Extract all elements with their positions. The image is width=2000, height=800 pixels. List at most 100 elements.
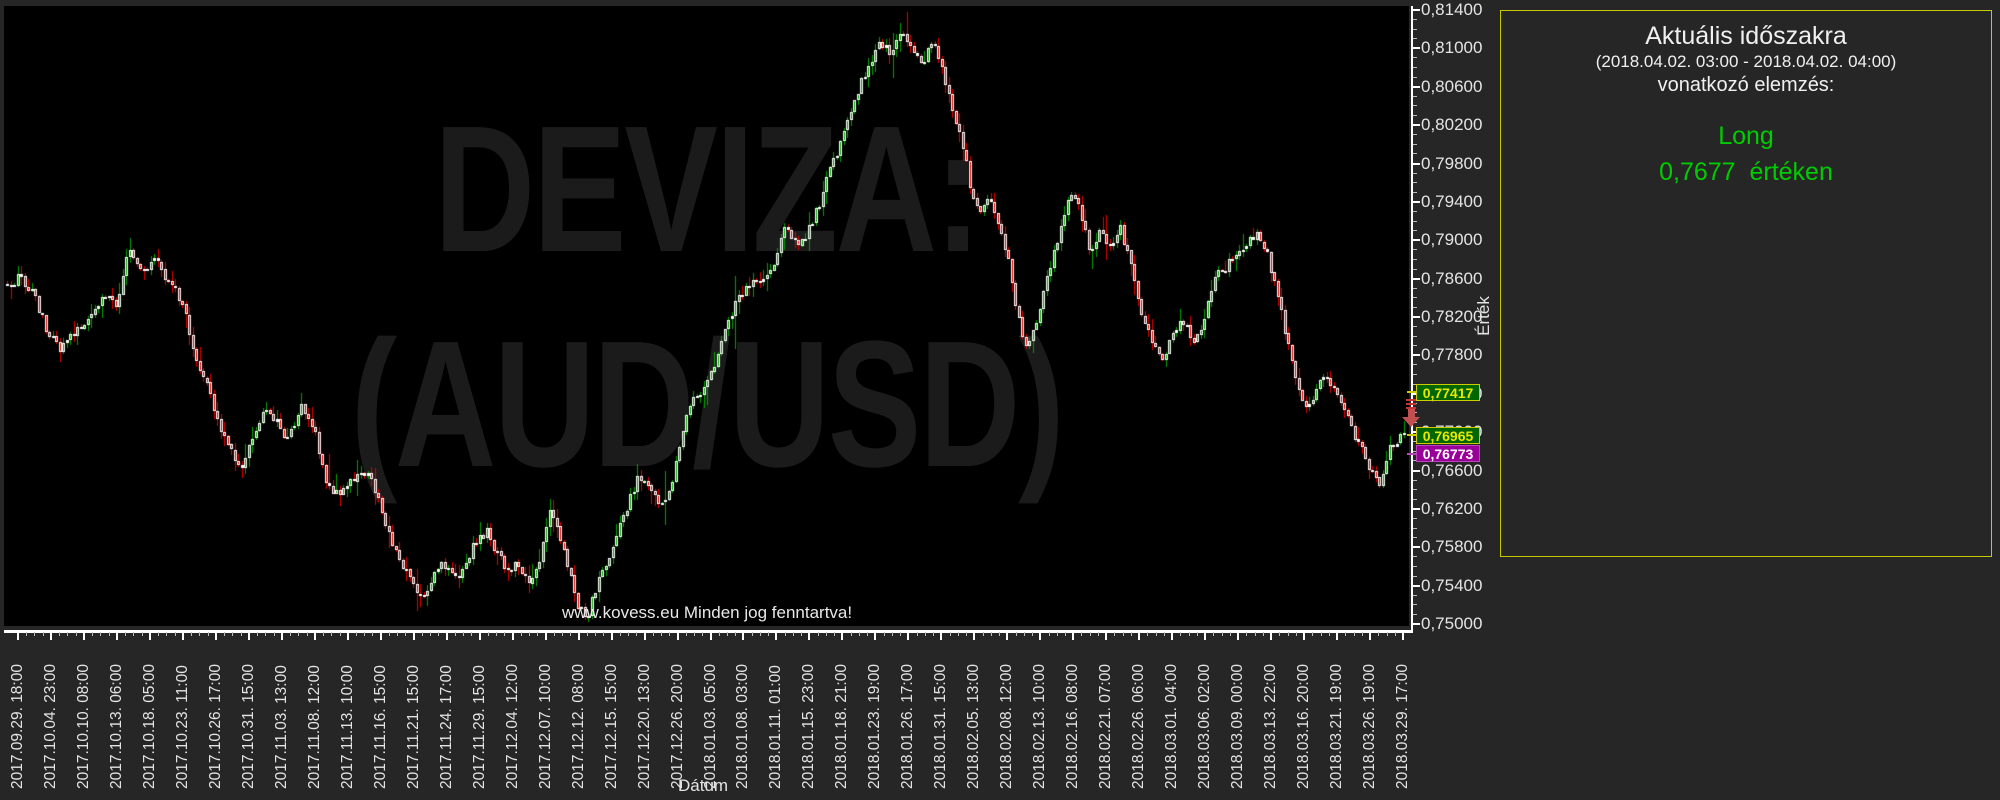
x-tick-label: 2017.11.16. 15:00 (371, 665, 389, 789)
x-minor-tick (141, 632, 143, 636)
y-minor-tick (1413, 153, 1417, 155)
x-minor-tick (1328, 632, 1330, 636)
y-tick-label: 0,76200 (1421, 498, 1483, 518)
y-tick-label: 0,75400 (1421, 575, 1483, 595)
x-minor-tick (59, 632, 61, 636)
y-minor-tick (1413, 479, 1417, 481)
x-minor-tick (628, 632, 630, 636)
x-major-tick (478, 632, 481, 640)
x-minor-tick (273, 632, 275, 636)
x-major-tick (1402, 632, 1404, 640)
x-minor-tick (26, 632, 28, 636)
x-tick-label: 2017.12.04. 12:00 (503, 664, 521, 789)
x-minor-tick (372, 632, 374, 636)
y-major-tick (1413, 316, 1420, 318)
x-major-tick (1303, 632, 1306, 640)
price-marker-leader (1407, 452, 1416, 455)
y-minor-tick (1413, 441, 1417, 443)
y-minor-tick (1413, 19, 1417, 21)
y-tick-label: 0,80200 (1421, 115, 1483, 135)
y-minor-tick (1413, 383, 1417, 385)
y-minor-tick (1413, 76, 1417, 78)
y-tick-label: 0,75000 (1421, 614, 1483, 633)
x-minor-tick (1015, 632, 1017, 636)
x-tick-label: 2017.10.31. 15:00 (239, 664, 257, 789)
x-major-tick (115, 632, 118, 640)
x-minor-tick (570, 632, 572, 636)
x-minor-tick (867, 632, 869, 636)
x-minor-tick (364, 632, 366, 636)
x-minor-tick (125, 632, 127, 636)
x-minor-tick (191, 632, 193, 636)
x-major-tick (148, 632, 151, 640)
x-tick-label: 2018.03.16. 20:00 (1295, 664, 1313, 789)
x-tick-label: 2018.01.08. 03:00 (734, 664, 752, 789)
x-tick-label: 2017.12.07. 10:00 (536, 664, 554, 789)
x-minor-tick (966, 632, 968, 636)
x-minor-tick (562, 632, 564, 636)
y-major-tick (1413, 239, 1420, 242)
x-minor-tick (1089, 632, 1091, 636)
y-axis-title: Érték (1473, 296, 1493, 336)
price-marker-box: 0,76773 (1416, 445, 1480, 463)
x-major-tick (709, 632, 712, 640)
y-major-tick (1413, 85, 1420, 88)
arrow-shaft (1408, 409, 1415, 417)
price-marker-leader (1407, 434, 1416, 437)
x-minor-tick (257, 632, 259, 636)
x-major-tick (973, 632, 976, 640)
x-minor-tick (290, 632, 292, 636)
y-major-tick (1413, 354, 1420, 357)
x-major-tick (907, 632, 910, 640)
x-major-tick (82, 632, 85, 640)
arrow-bar (1406, 407, 1416, 409)
y-minor-tick (1413, 143, 1417, 145)
y-major-tick (1413, 623, 1420, 625)
candlestick-chart-area: DEVIZA: (AUD/USD) www.kovess.eu Minden j… (4, 6, 1409, 626)
price-marker-box: 0,77417 (1416, 383, 1480, 401)
y-minor-tick (1413, 172, 1417, 174)
x-minor-tick (850, 632, 852, 636)
x-tick-label: 2018.01.23. 19:00 (866, 664, 884, 789)
x-minor-tick (67, 632, 69, 636)
x-minor-tick (1064, 632, 1066, 636)
x-minor-tick (652, 632, 654, 636)
x-major-tick (17, 632, 19, 640)
y-minor-tick (1413, 412, 1417, 414)
x-major-tick (379, 632, 382, 640)
y-minor-tick (1413, 450, 1417, 452)
x-minor-tick (801, 632, 803, 636)
x-minor-tick (496, 632, 498, 636)
x-minor-tick (1056, 632, 1058, 636)
x-major-tick (49, 632, 52, 640)
x-minor-tick (207, 632, 209, 636)
y-minor-tick (1413, 364, 1417, 366)
x-major-tick (313, 632, 316, 640)
x-tick-label: 2017.11.21. 15:00 (404, 665, 422, 789)
x-minor-tick (1394, 632, 1396, 636)
x-minor-tick (298, 632, 300, 636)
x-minor-tick (768, 632, 770, 636)
x-minor-tick (858, 632, 860, 636)
arrow-head (1402, 417, 1420, 427)
x-tick-label: 2018.01.15. 23:00 (800, 664, 818, 789)
x-major-tick (511, 632, 514, 640)
x-minor-tick (1279, 632, 1281, 636)
x-minor-tick (817, 632, 819, 636)
y-minor-tick (1413, 297, 1417, 299)
x-minor-tick (999, 632, 1001, 636)
x-minor-tick (92, 632, 94, 636)
x-major-tick (1138, 632, 1141, 640)
y-minor-tick (1413, 527, 1417, 529)
x-minor-tick (1229, 632, 1231, 636)
x-minor-tick (685, 632, 687, 636)
x-major-tick (742, 632, 745, 640)
x-minor-tick (694, 632, 695, 636)
x-minor-tick (735, 632, 737, 636)
x-major-tick (214, 632, 217, 640)
y-minor-tick (1413, 57, 1417, 59)
y-tick-label: 0,79000 (1421, 230, 1483, 250)
x-tick-label: 2017.10.10. 08:00 (74, 664, 92, 789)
x-minor-tick (1386, 632, 1388, 636)
